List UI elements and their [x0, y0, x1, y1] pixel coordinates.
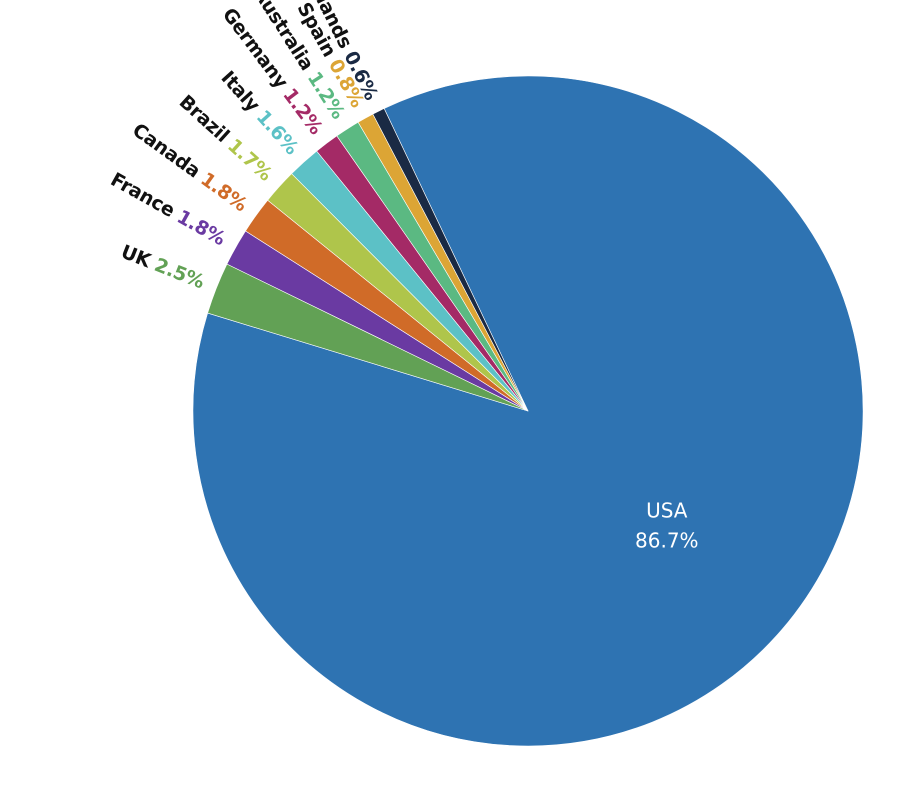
slice-category-brazil: Brazil [175, 91, 238, 151]
slice-category-canada: Canada [129, 119, 210, 186]
slice-value-usa: 86.7% [635, 528, 699, 552]
slice-value-france: 1.8% [173, 205, 229, 249]
slice-value-canada: 1.8% [197, 168, 252, 216]
slice-category-france: France [107, 168, 184, 224]
slice-value-uk: 2.5% [152, 254, 208, 293]
slices-layer [192, 75, 864, 747]
slice-label-uk: UK 2.5% [118, 240, 208, 293]
slice-value-brazil: 1.7% [224, 134, 277, 185]
slice-label-usa: USA [646, 498, 688, 522]
pie-slice-uk [207, 263, 529, 412]
